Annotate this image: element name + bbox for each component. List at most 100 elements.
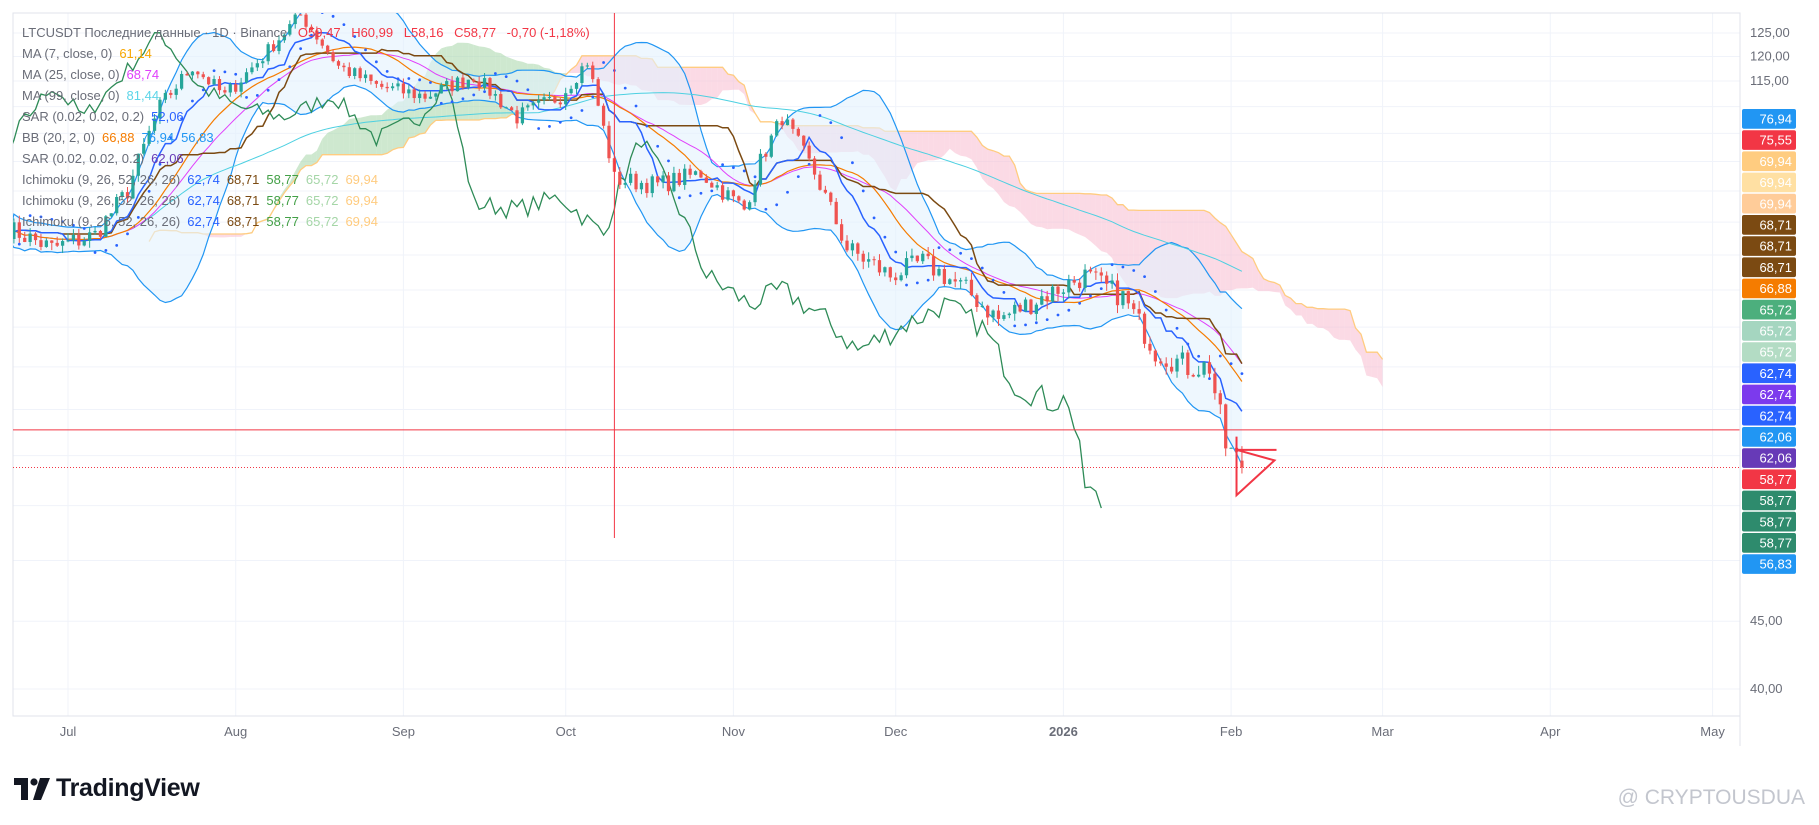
candle-body [277, 40, 281, 52]
candle [115, 194, 119, 216]
candle [363, 70, 368, 83]
candle-body [553, 97, 557, 103]
candle-body [179, 73, 184, 89]
legend-indicator-value: 68,71 [226, 193, 260, 208]
candle-body [1018, 304, 1022, 312]
sar-dot [385, 69, 389, 73]
chikou-line [13, 32, 1102, 509]
candle-body [856, 243, 860, 254]
candle-body [1115, 280, 1120, 306]
legend-indicator-row[interactable]: Ichimoku (9, 26, 52, 26, 26) 62,74 68,71 58… [22, 211, 597, 232]
legend-indicator-value: 62,74 [187, 193, 220, 208]
legend-indicator-row[interactable]: Ichimoku (9, 26, 52, 26, 26) 62,74 68,71 58… [22, 169, 597, 190]
candle-body [683, 168, 687, 185]
candle-body [1067, 280, 1071, 293]
candle-body [71, 234, 76, 241]
candle-body [823, 189, 827, 193]
candle-body [244, 72, 249, 83]
tradingview-logo[interactable]: TradingView [14, 774, 200, 803]
candle [515, 105, 519, 129]
sar-dot [894, 250, 898, 254]
legend-indicator-row[interactable]: MA (7, close, 0) 61,14 [22, 43, 597, 64]
sar-dot [1099, 287, 1103, 290]
candle-body [1175, 358, 1179, 372]
sar-dot [158, 162, 162, 166]
sar-dot [1078, 301, 1082, 305]
sar-dot [915, 281, 919, 285]
candle-body [288, 24, 292, 35]
time-tick-label: Nov [722, 724, 746, 739]
candle [683, 164, 687, 190]
candle [558, 97, 562, 108]
candle [758, 149, 763, 187]
candle-body [520, 107, 525, 124]
plot-area[interactable] [0, 5, 1740, 538]
sar-dot [483, 90, 486, 94]
sar-dot [439, 101, 443, 105]
candle-body [937, 268, 941, 276]
candle-body [23, 237, 27, 242]
candle [1153, 348, 1157, 367]
candle-body [120, 192, 124, 197]
candle-body [737, 196, 741, 201]
legend-indicator-row[interactable]: MA (99, close, 0) 81,44 [22, 85, 597, 106]
candle-body [326, 45, 330, 53]
legend-indicator-row[interactable]: BB (20, 2, 0) 66,88 76,94 56,83 [22, 127, 597, 148]
price-badge-label: 58,77 [1759, 514, 1792, 529]
candle [1207, 355, 1212, 380]
candle [964, 276, 968, 284]
legend-indicator-row[interactable]: SAR (0.02, 0.02, 0.2) 62,06 [22, 148, 597, 169]
candle-body [147, 130, 151, 144]
sar-dot [645, 124, 649, 128]
candle-body [558, 102, 562, 105]
sar-dot [786, 190, 789, 194]
sar-dot [775, 203, 779, 207]
candle [1099, 267, 1103, 282]
price-tick-label: 120,00 [1750, 49, 1790, 64]
price-badge-label: 69,94 [1759, 175, 1792, 190]
candle [179, 70, 184, 91]
candle-body [115, 196, 119, 214]
candle-body [753, 184, 757, 203]
candle-body [39, 240, 43, 247]
candle-body [1023, 299, 1028, 312]
legend-indicator-row[interactable]: SAR (0.02, 0.02, 0.2) 52,06 [22, 106, 597, 127]
candle [634, 170, 638, 193]
candle [1186, 349, 1190, 379]
candle [315, 26, 319, 45]
kumo-segment [982, 145, 988, 185]
kumo-segment [1030, 191, 1037, 227]
candle [353, 67, 357, 80]
candle [174, 84, 178, 100]
candle-body [991, 310, 995, 318]
price-badge-bg [1742, 151, 1796, 172]
sar-dot [28, 214, 32, 218]
candle [271, 40, 276, 53]
time-axis[interactable]: Jul Aug Sep Oct Nov Dec 2026 Feb Mar Apr May [60, 724, 1726, 739]
sar-dot [180, 117, 184, 121]
candle-body [363, 74, 368, 79]
legend-indicator-row[interactable]: MA (25, close, 0) 68,74 [22, 64, 597, 85]
sar-dot [353, 35, 357, 38]
candle [753, 180, 757, 207]
candle [520, 102, 525, 126]
candle [812, 156, 817, 180]
candle-body [477, 81, 481, 88]
candle-body [418, 93, 422, 99]
kumo-segment [398, 101, 404, 148]
sar-dot [472, 93, 476, 97]
price-badge: 62,74 [1742, 384, 1796, 405]
candle-body [661, 175, 665, 183]
candle [1050, 284, 1055, 303]
price-badge-label: 69,94 [1759, 154, 1792, 169]
kumo-segment [1258, 269, 1264, 292]
candle-body [569, 88, 573, 94]
candle-body [66, 240, 70, 242]
sar-dot [331, 14, 335, 18]
candle-body [1180, 352, 1185, 359]
legend-indicator-row[interactable]: Ichimoku (9, 26, 52, 26, 26) 62,74 68,71 58… [22, 190, 597, 211]
kumo-segment [338, 124, 344, 155]
sar-dot [147, 189, 151, 193]
kumo-segment [1317, 308, 1324, 329]
